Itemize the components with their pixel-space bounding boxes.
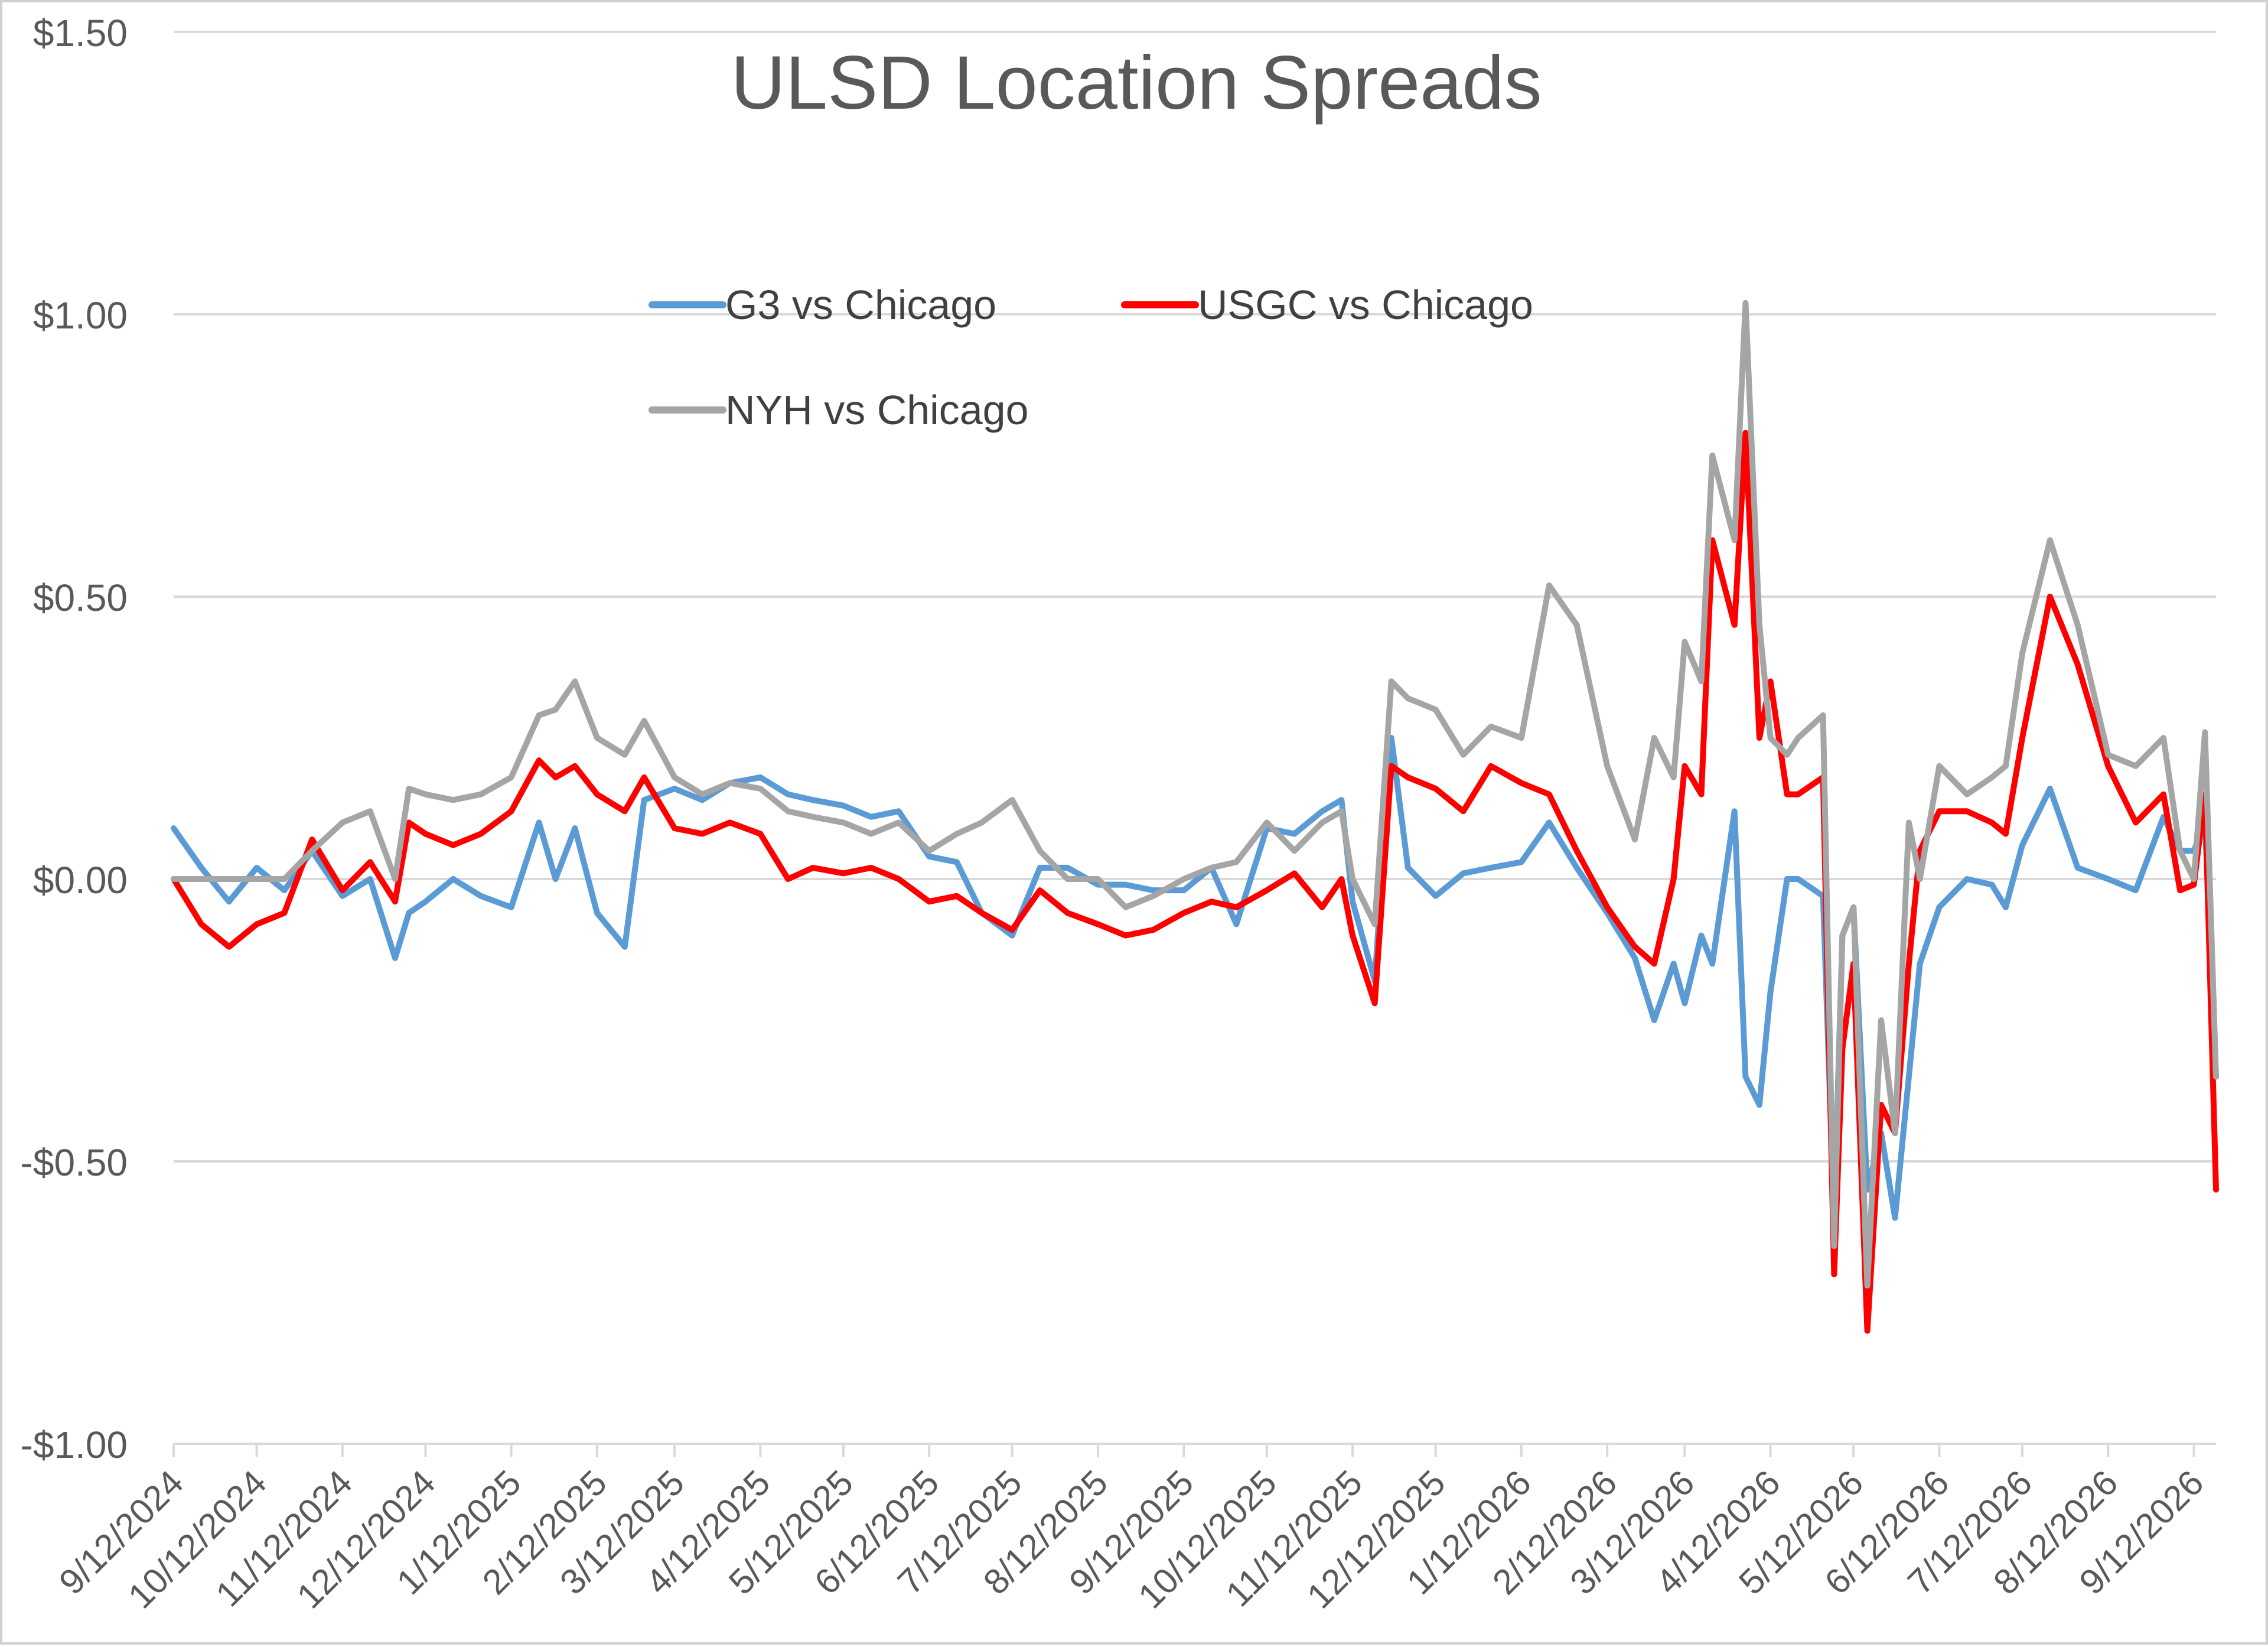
series-usgc-vs-chicagoline — [171, 429, 2219, 1334]
y-tick-label: $1.50 — [33, 12, 128, 54]
legend: G3 vs Chicago USGC vs Chicago NYH vs Chica… — [649, 282, 1533, 433]
series-nyh-vs-chicagoline — [171, 300, 2219, 1289]
y-axis: -$1.00 -$0.50 $0.00 $0.50 $1.00 $1.50 — [21, 12, 128, 1466]
y-tick-label: $0.50 — [33, 577, 128, 619]
legend-label-nyh-vs-chicago: NYH vs Chicago — [725, 387, 1029, 433]
y-tick-label: $1.00 — [33, 294, 128, 337]
chart-title: ULSD Location Spreads — [731, 41, 1542, 125]
y-tick-label: -$0.50 — [21, 1141, 128, 1184]
x-axis: 9/12/202410/12/202411/12/202412/12/20241… — [51, 1443, 2216, 1616]
legend-label-g3-vs-chicago: G3 vs Chicago — [725, 282, 996, 328]
legend-label-usgc-vs-chicago: USGC vs Chicago — [1198, 282, 1533, 328]
gridlines — [174, 31, 2216, 1445]
series-g3-vs-chicagoline — [171, 735, 2219, 1221]
series-lines — [171, 300, 2219, 1334]
y-tick-label: $0.00 — [33, 859, 128, 901]
y-tick-label: -$1.00 — [21, 1424, 128, 1466]
